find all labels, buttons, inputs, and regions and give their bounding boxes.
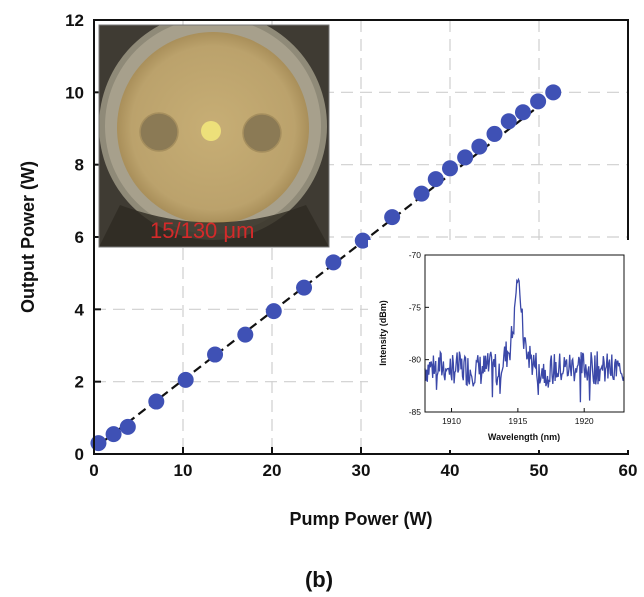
y-axis-title: Output Power (W): [18, 161, 38, 313]
data-point: [265, 303, 282, 320]
x-tick-label: 60: [619, 461, 638, 480]
y-tick-label: 6: [75, 228, 84, 247]
y-tick-label: 12: [65, 11, 84, 30]
data-point: [207, 346, 224, 363]
inset-y-tick-label: -85: [409, 407, 422, 417]
data-point: [457, 149, 474, 166]
inset-x-ticks: 1910 1915 1920: [442, 408, 594, 426]
data-point: [514, 104, 531, 121]
x-tick-label: 20: [263, 461, 282, 480]
fiber-size-label: 15/130 μm: [150, 218, 254, 243]
data-point: [325, 254, 342, 271]
fiber-cross-section-photo: 15/130 μm: [98, 24, 330, 248]
x-axis-title: Pump Power (W): [290, 509, 433, 529]
y-tick-label: 8: [75, 156, 84, 175]
data-point: [500, 113, 517, 130]
spectrum-line: [424, 277, 625, 403]
data-point: [177, 371, 194, 388]
y-tick-label: 0: [75, 445, 84, 464]
inset-spectrum-plot: 1910 1915 1920 -70 -75 -80 -85 Wavelength (nm…: [368, 240, 630, 450]
panel-caption: (b): [305, 567, 333, 592]
x-tick-label: 50: [530, 461, 549, 480]
data-point: [545, 84, 562, 101]
data-point: [442, 160, 458, 177]
fiber-core: [201, 121, 221, 141]
data-points: [90, 84, 562, 452]
stress-rod-right: [242, 113, 282, 153]
y-axis-ticks: 0 2 4 6 8 10 12: [65, 11, 101, 464]
x-axis-ticks: 0 10 20 30 40 50 60: [89, 447, 637, 480]
data-point: [427, 171, 444, 188]
data-point: [119, 418, 136, 435]
stress-rod-left: [139, 112, 179, 152]
x-tick-label: 10: [174, 461, 193, 480]
data-point: [148, 393, 165, 410]
x-tick-label: 0: [89, 461, 98, 480]
inset-y-tick-label: -75: [409, 302, 422, 312]
data-point: [237, 326, 254, 343]
data-point: [90, 435, 107, 452]
data-point: [413, 185, 430, 202]
inset-y-tick-label: -80: [409, 355, 422, 365]
inset-x-tick-label: 1910: [442, 416, 461, 426]
photo-bottom-shadow: [99, 205, 329, 247]
inset-background: [368, 240, 630, 450]
photo-border: [98, 24, 330, 248]
data-point: [486, 125, 503, 142]
x-tick-label: 40: [441, 461, 460, 480]
inset-x-title: Wavelength (nm): [488, 432, 560, 442]
data-point: [354, 232, 371, 249]
data-point: [471, 138, 488, 155]
inset-frame: [424, 254, 625, 413]
x-tick-label: 30: [352, 461, 371, 480]
inset-y-title: Intensity (dBm): [378, 300, 388, 366]
y-tick-label: 2: [75, 373, 84, 392]
data-point: [105, 426, 122, 443]
inset-y-tick-label: -70: [409, 250, 422, 260]
inset-x-tick-label: 1915: [508, 416, 527, 426]
y-tick-label: 4: [75, 300, 85, 319]
inset-y-ticks: -70 -75 -80 -85: [409, 250, 429, 417]
data-point: [530, 93, 547, 110]
y-tick-label: 10: [65, 83, 84, 102]
data-point: [384, 209, 401, 226]
inset-x-tick-label: 1920: [575, 416, 594, 426]
data-point: [296, 279, 313, 296]
